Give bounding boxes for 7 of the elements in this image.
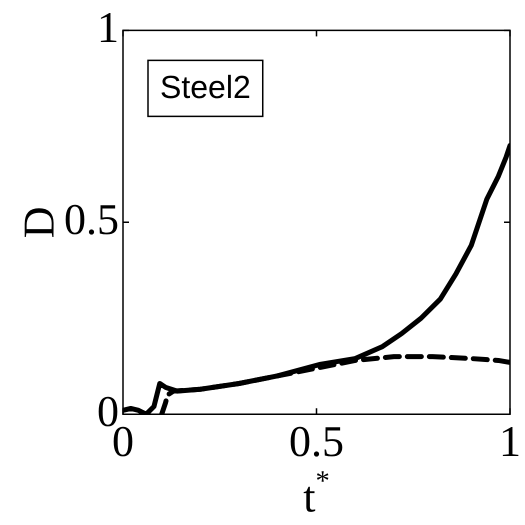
y-tick-label: 0.5 bbox=[64, 194, 119, 244]
x-tick-label: 1 bbox=[499, 417, 521, 466]
x-tick-label: 0.5 bbox=[289, 417, 344, 466]
annotation: Steel2 bbox=[160, 69, 251, 106]
y-axis-title: D bbox=[14, 206, 64, 238]
x-axis-title: t* bbox=[303, 466, 330, 522]
y-tick-label: 1 bbox=[97, 2, 119, 52]
